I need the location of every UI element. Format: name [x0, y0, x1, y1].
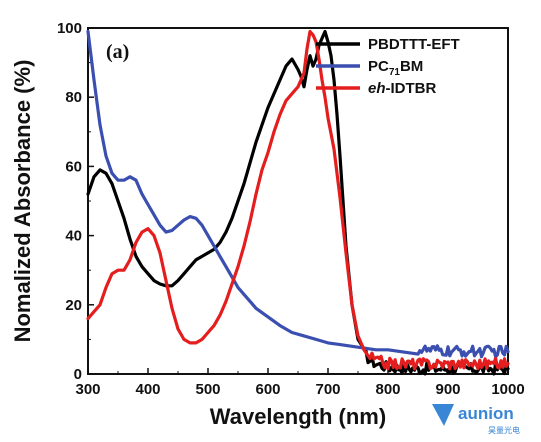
plot-border	[87, 27, 509, 375]
logo-subtext: 昊量光电	[488, 425, 520, 435]
series-line-2	[86, 29, 510, 371]
y-tick-label: 80	[65, 89, 82, 106]
legend-label-2: eh-IDTBR	[368, 80, 437, 97]
x-tick-label: 300	[75, 381, 100, 398]
x-axis-title: Wavelength (nm)	[210, 404, 386, 429]
y-tick-label: 20	[65, 297, 82, 314]
y-tick-label: 40	[65, 228, 82, 245]
y-tick-label: 0	[74, 366, 82, 383]
x-tick-label: 500	[195, 381, 220, 398]
legend: PBDTTT-EFT PC71BM eh-IDTBR	[316, 36, 460, 97]
x-tick-label: 400	[135, 381, 160, 398]
x-tick-label: 900	[435, 381, 460, 398]
legend-label-0: PBDTTT-EFT	[368, 36, 460, 53]
x-tick-label: 1000	[491, 381, 524, 398]
legend-label-1: PC71BM	[368, 58, 423, 78]
panel-label: (a)	[106, 41, 129, 63]
series-line-1	[86, 29, 510, 359]
plot-frame	[87, 27, 509, 375]
y-tick-label: 60	[65, 158, 82, 175]
x-ticks: 300 400 500 600 700 800 900 1000	[75, 368, 525, 398]
y-tick-label: 100	[57, 20, 82, 37]
x-tick-label: 600	[255, 381, 280, 398]
x-tick-label: 800	[375, 381, 400, 398]
logo-mark-icon	[432, 404, 454, 426]
watermark-logo: aunion 昊量光电	[432, 404, 520, 435]
logo-text: aunion	[458, 404, 514, 423]
series-line-0	[86, 29, 510, 376]
series-layer	[86, 29, 510, 376]
y-axis-title: Nomalized Absorbance (%)	[10, 60, 35, 343]
x-tick-label: 700	[315, 381, 340, 398]
y-ticks: 0 20 40 60 80 100	[57, 20, 94, 383]
